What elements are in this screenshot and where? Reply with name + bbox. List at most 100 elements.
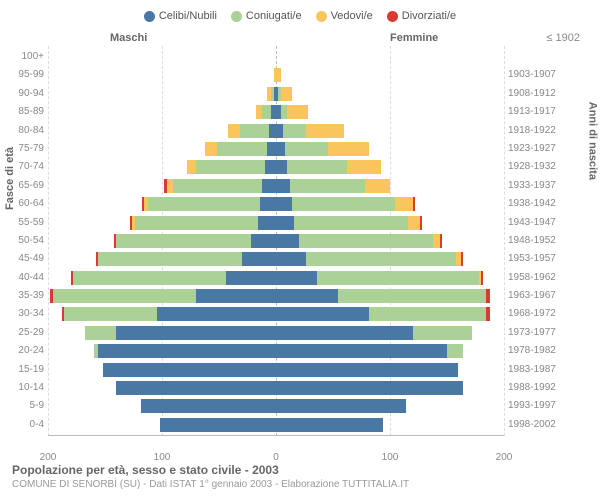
bar-segment xyxy=(395,197,413,211)
bar-male xyxy=(228,124,276,138)
bar-segment xyxy=(440,234,442,248)
legend-dot-icon xyxy=(231,11,242,22)
legend-dot-icon xyxy=(387,11,398,22)
bar-segment xyxy=(196,289,276,303)
legend-item: Divorziati/e xyxy=(387,10,456,22)
bar-segment xyxy=(276,399,406,413)
bar-segment xyxy=(486,307,491,321)
birth-label: 1973-1977 xyxy=(508,324,598,342)
legend-label: Coniugati/e xyxy=(246,10,302,22)
bar-male xyxy=(130,216,276,230)
bar-segment xyxy=(276,160,287,174)
bar-male xyxy=(50,289,276,303)
bar-female xyxy=(276,418,383,432)
pyramid-row: 95-991903-1907 xyxy=(48,66,504,84)
age-label: 60-64 xyxy=(2,195,44,213)
bar-female xyxy=(276,326,472,340)
bar-segment xyxy=(258,216,276,230)
birth-label: 1938-1942 xyxy=(508,195,598,213)
bar-segment xyxy=(276,307,369,321)
legend-label: Vedovi/e xyxy=(331,10,373,22)
pyramid-row: 5-91993-1997 xyxy=(48,397,504,415)
pyramid-row: 50-541948-1952 xyxy=(48,232,504,250)
bar-segment xyxy=(276,124,283,138)
male-header: Maschi xyxy=(110,32,147,44)
bar-segment xyxy=(187,160,196,174)
bar-segment xyxy=(141,399,276,413)
legend: Celibi/Nubili Coniugati/e Vedovi/e Divorzia… xyxy=(0,0,600,28)
bar-segment xyxy=(276,252,306,266)
footer: Popolazione per età, sesso e stato civil… xyxy=(12,463,409,490)
bar-segment xyxy=(486,289,491,303)
bar-male xyxy=(187,160,276,174)
bar-segment xyxy=(276,344,447,358)
bar-female xyxy=(276,307,490,321)
bar-female xyxy=(276,124,344,138)
bar-female xyxy=(276,363,458,377)
bar-segment xyxy=(205,142,216,156)
pyramid-row: 100+ xyxy=(48,48,504,66)
age-label: 80-84 xyxy=(2,122,44,140)
legend-item: Coniugati/e xyxy=(231,10,302,22)
bar-segment xyxy=(276,363,458,377)
bar-male xyxy=(96,252,276,266)
bar-segment xyxy=(285,142,328,156)
pyramid-row: 15-191983-1987 xyxy=(48,361,504,379)
gridline xyxy=(504,46,505,436)
bar-male xyxy=(256,105,276,119)
bar-female xyxy=(276,381,463,395)
bar-segment xyxy=(306,124,345,138)
pyramid-row: 45-491953-1957 xyxy=(48,250,504,268)
bar-segment xyxy=(369,307,485,321)
birth-label: 1908-1912 xyxy=(508,85,598,103)
age-label: 40-44 xyxy=(2,269,44,287)
legend-dot-icon xyxy=(316,11,327,22)
birth-label: 1933-1937 xyxy=(508,177,598,195)
pyramid-row: 85-891913-1917 xyxy=(48,103,504,121)
bar-segment xyxy=(276,381,463,395)
pyramid-row: 70-741928-1932 xyxy=(48,158,504,176)
bar-segment xyxy=(116,326,276,340)
bar-segment xyxy=(481,271,483,285)
bar-segment xyxy=(269,124,276,138)
bar-segment xyxy=(196,160,264,174)
bar-female xyxy=(276,252,463,266)
bar-male xyxy=(85,326,277,340)
bar-segment xyxy=(276,142,285,156)
legend-item: Vedovi/e xyxy=(316,10,373,22)
bar-segment xyxy=(276,179,290,193)
bar-male xyxy=(116,381,276,395)
birth-label: 1958-1962 xyxy=(508,269,598,287)
age-label: 100+ xyxy=(2,48,44,66)
age-label: 55-59 xyxy=(2,214,44,232)
bar-segment xyxy=(256,105,263,119)
age-label: 95-99 xyxy=(2,66,44,84)
pyramid-row: 0-41998-2002 xyxy=(48,416,504,434)
x-tick-label: 200 xyxy=(40,452,57,463)
bar-segment xyxy=(276,68,281,82)
birth-label: 1903-1907 xyxy=(508,66,598,84)
pyramid-row: 20-241978-1982 xyxy=(48,342,504,360)
bar-segment xyxy=(461,252,463,266)
bar-segment xyxy=(420,216,422,230)
bar-segment xyxy=(242,252,276,266)
bar-female xyxy=(276,399,406,413)
age-label: 20-24 xyxy=(2,342,44,360)
bar-segment xyxy=(98,344,276,358)
bar-segment xyxy=(276,216,294,230)
age-label: 50-54 xyxy=(2,232,44,250)
bar-male xyxy=(164,179,276,193)
age-label: 85-89 xyxy=(2,103,44,121)
bar-segment xyxy=(98,252,242,266)
bar-segment xyxy=(73,271,226,285)
bar-segment xyxy=(262,179,276,193)
chart-area: 100+95-991903-190790-941908-191285-89191… xyxy=(48,46,504,436)
legend-label: Celibi/Nubili xyxy=(159,10,217,22)
pyramid-row: 30-341968-1972 xyxy=(48,305,504,323)
bar-segment xyxy=(283,124,306,138)
bar-female xyxy=(276,344,463,358)
x-tick-label: 200 xyxy=(496,452,513,463)
bar-male xyxy=(141,399,276,413)
bar-segment xyxy=(292,197,395,211)
age-label: 0-4 xyxy=(2,416,44,434)
